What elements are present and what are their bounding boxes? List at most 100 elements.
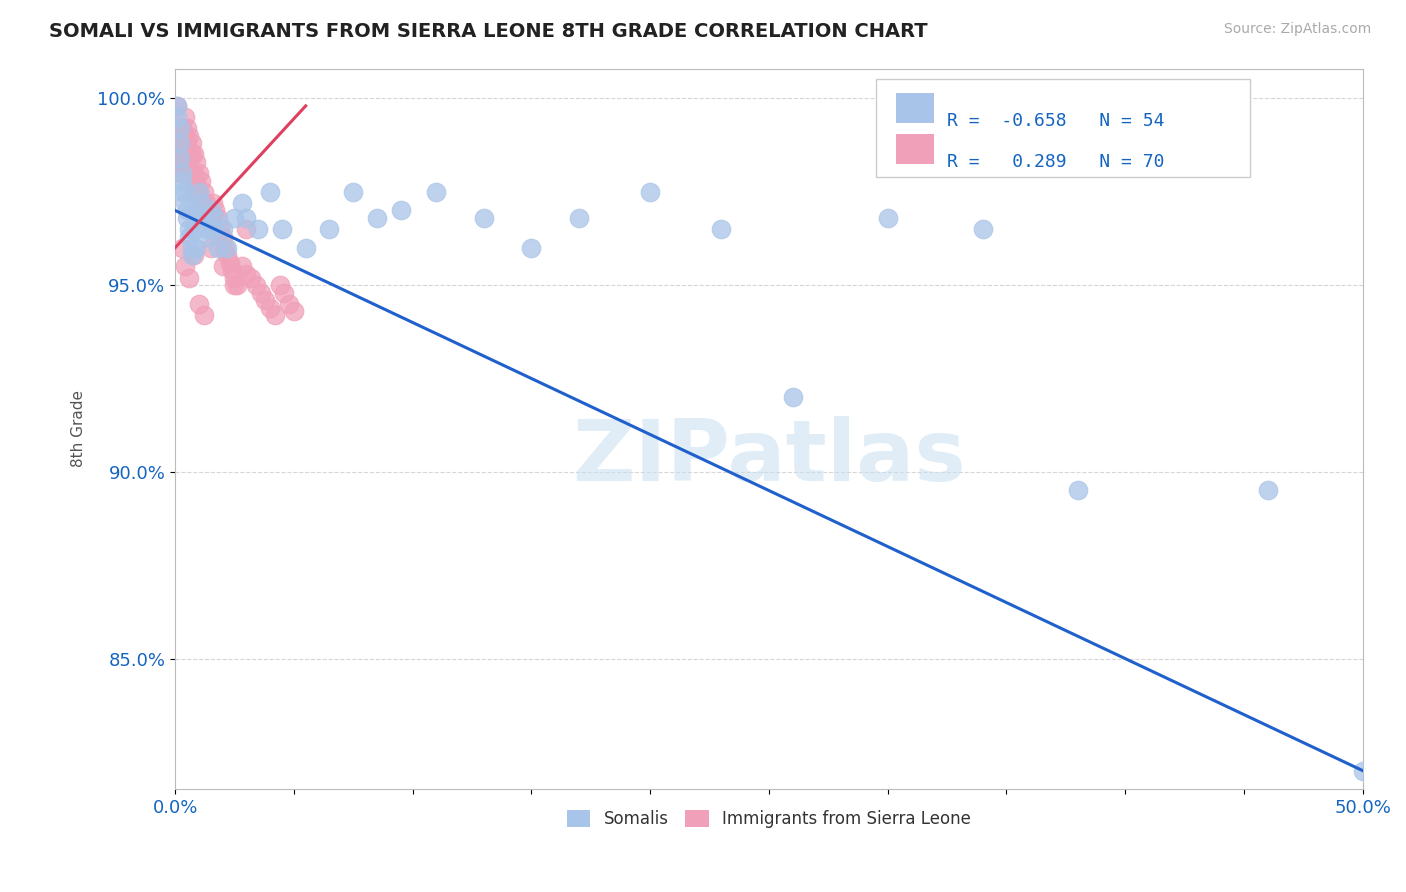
Point <box>224 278 246 293</box>
Point <box>224 270 246 285</box>
Point <box>166 99 188 113</box>
Bar <box>896 134 934 164</box>
Point <box>235 211 257 225</box>
Point <box>166 166 188 180</box>
Point <box>190 196 212 211</box>
Point <box>240 270 263 285</box>
Point <box>186 241 208 255</box>
Point <box>1066 483 1088 498</box>
Point <box>211 229 233 244</box>
Point <box>225 278 247 293</box>
Point <box>204 211 226 225</box>
Text: R =  -0.658   N = 54: R = -0.658 N = 54 <box>948 112 1164 130</box>
Point <box>1257 483 1279 498</box>
Point <box>179 147 201 161</box>
Point <box>169 151 191 165</box>
Point <box>183 203 205 218</box>
Point <box>172 166 194 180</box>
Point <box>180 241 202 255</box>
Legend: Somalis, Immigrants from Sierra Leone: Somalis, Immigrants from Sierra Leone <box>560 804 977 835</box>
Point <box>209 222 232 236</box>
Point <box>190 192 212 206</box>
Point <box>710 222 733 236</box>
Point <box>176 203 198 218</box>
Point <box>169 121 191 136</box>
Point <box>172 136 194 151</box>
Point <box>172 147 194 161</box>
Text: ZIPatlas: ZIPatlas <box>572 417 966 500</box>
Point <box>176 136 198 151</box>
Point <box>180 166 202 180</box>
Point <box>782 390 804 404</box>
Point <box>187 185 209 199</box>
Point <box>211 222 233 236</box>
Point <box>520 241 543 255</box>
Point <box>278 297 301 311</box>
Point <box>176 211 198 225</box>
Point <box>200 203 222 218</box>
Point <box>202 222 225 236</box>
Point <box>166 110 188 124</box>
Point <box>193 211 215 225</box>
Point <box>183 147 205 161</box>
Point <box>190 173 212 187</box>
Point <box>183 185 205 199</box>
Point <box>204 203 226 218</box>
Point <box>224 211 246 225</box>
Point <box>173 147 195 161</box>
Point <box>207 211 229 225</box>
Point <box>179 128 201 143</box>
Point <box>231 260 253 274</box>
Point <box>176 151 198 165</box>
Point <box>173 166 195 180</box>
Point <box>259 301 281 315</box>
Point <box>173 110 195 124</box>
Text: Source: ZipAtlas.com: Source: ZipAtlas.com <box>1223 22 1371 37</box>
Point <box>173 260 195 274</box>
Point <box>166 147 188 161</box>
Point <box>169 121 191 136</box>
Point <box>271 222 294 236</box>
Point <box>180 248 202 262</box>
Point <box>183 248 205 262</box>
Point <box>231 196 253 211</box>
Point <box>389 203 412 218</box>
Point <box>169 136 191 151</box>
Point <box>179 229 201 244</box>
Point <box>218 256 240 270</box>
Point <box>568 211 591 225</box>
Point <box>425 185 447 199</box>
Point <box>472 211 495 225</box>
Point <box>217 241 239 255</box>
Point <box>200 241 222 255</box>
Point <box>235 267 257 281</box>
Point <box>366 211 388 225</box>
Point <box>179 222 201 236</box>
Point <box>187 297 209 311</box>
Point <box>176 121 198 136</box>
Point <box>876 211 898 225</box>
Point <box>197 229 219 244</box>
Point <box>179 166 201 180</box>
Point <box>245 278 267 293</box>
Point <box>169 136 191 151</box>
Point <box>173 196 195 211</box>
Point <box>269 278 291 293</box>
Point <box>180 136 202 151</box>
Text: R =   0.289   N = 70: R = 0.289 N = 70 <box>948 153 1164 170</box>
Point <box>221 263 243 277</box>
Point <box>187 166 209 180</box>
Point <box>169 147 191 161</box>
Point <box>183 166 205 180</box>
Point <box>235 222 257 236</box>
Point <box>179 270 201 285</box>
Point <box>972 222 994 236</box>
Point <box>259 185 281 199</box>
Point <box>169 159 191 173</box>
Point <box>197 203 219 218</box>
Point <box>187 211 209 225</box>
Point <box>211 260 233 274</box>
Point <box>318 222 340 236</box>
Point <box>200 211 222 225</box>
Point <box>193 308 215 322</box>
